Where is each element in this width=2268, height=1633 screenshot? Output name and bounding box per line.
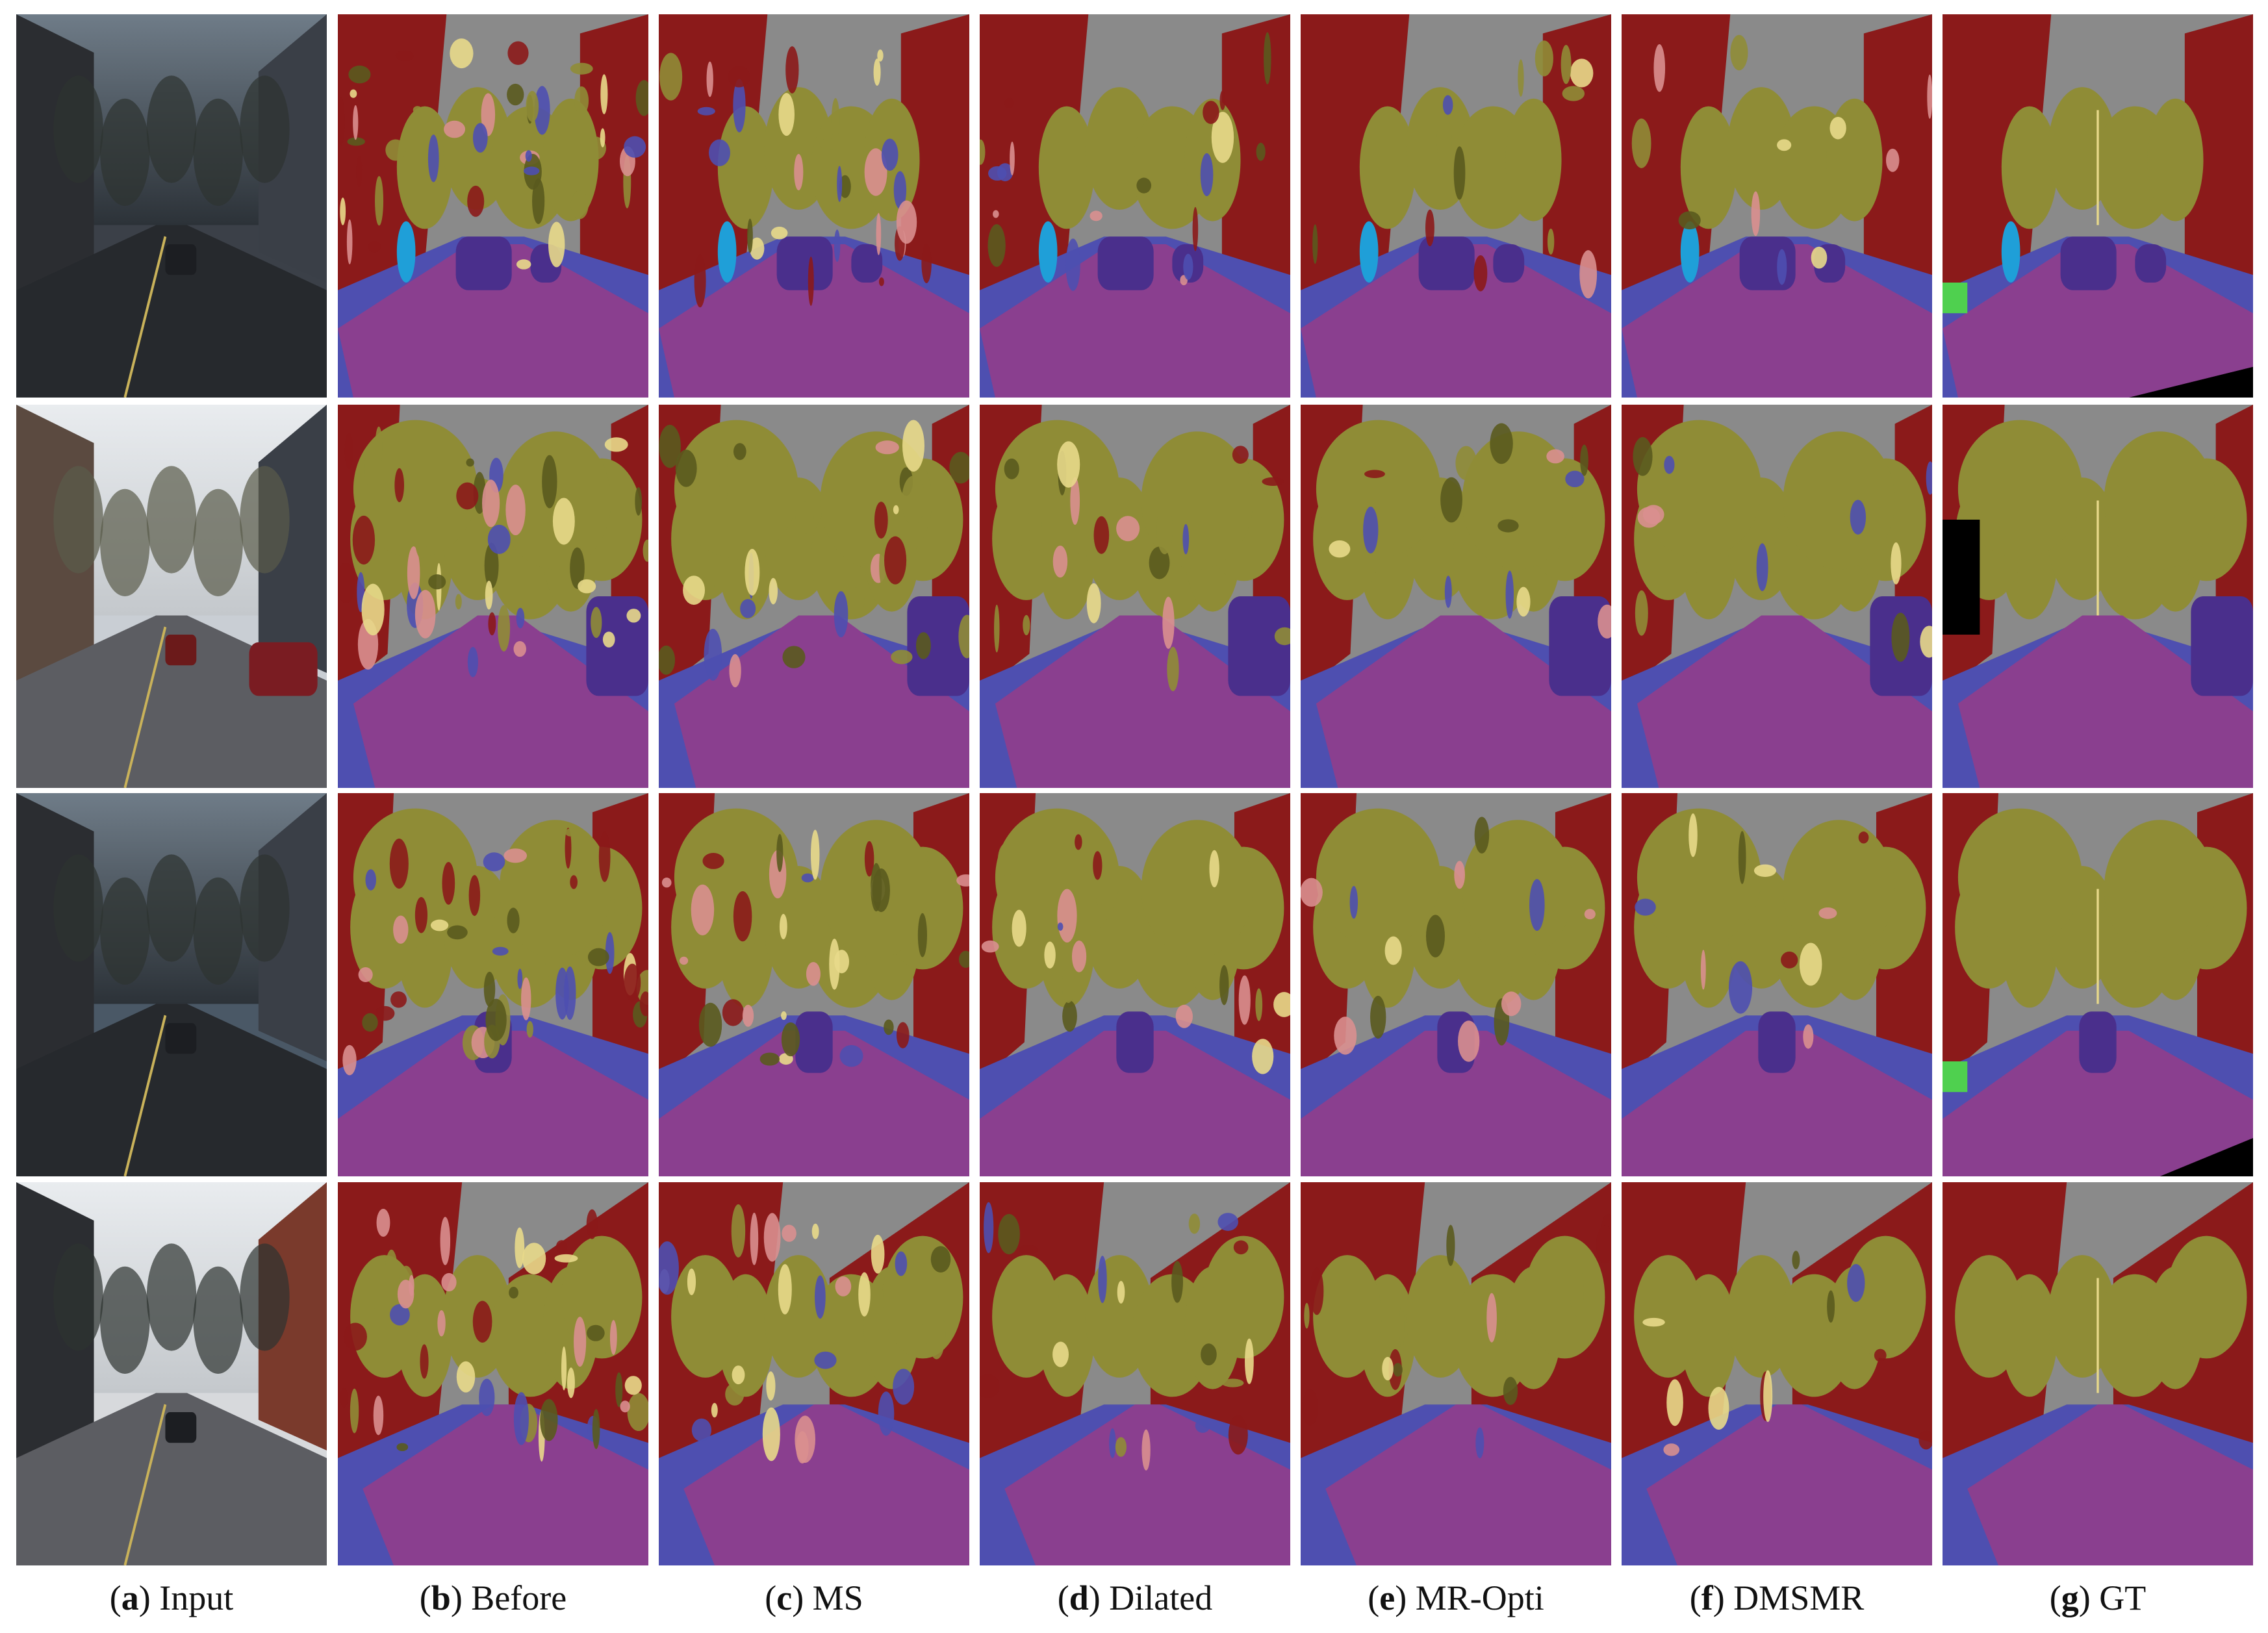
dilated-segmentation-2 (980, 405, 1290, 788)
gt-segmentation-4 (1943, 1182, 2253, 1565)
dmsmr-segmentation-4 (1622, 1182, 1932, 1565)
dmsmr-segmentation-2 (1622, 405, 1932, 788)
before-segmentation-1 (338, 14, 648, 398)
ms-segmentation-1 (659, 14, 969, 398)
caption-before: (b) Before (419, 1578, 567, 1617)
dmsmr-segmentation-3 (1622, 793, 1932, 1176)
caption-label: ) DMSMR (1713, 1578, 1865, 1617)
gt-segmentation-2 (1943, 405, 2253, 788)
caption-label: ) Input (138, 1578, 234, 1617)
gt-segmentation-3 (1943, 793, 2253, 1176)
dilated-segmentation-4 (980, 1182, 1290, 1565)
input-photo-4 (16, 1182, 327, 1565)
caption-letter: a (121, 1578, 139, 1617)
caption-letter: c (776, 1578, 793, 1617)
caption-dmsmr: (f) DMSMR (1689, 1578, 1865, 1617)
caption-label: ) GT (2078, 1578, 2147, 1617)
input-photo-3 (16, 793, 327, 1176)
input-photo-2 (16, 405, 327, 788)
caption-gt: (g) GT (2049, 1578, 2147, 1617)
before-segmentation-2 (338, 405, 648, 788)
dilated-segmentation-3 (980, 793, 1290, 1176)
caption-dilated: (d) Dilated (1057, 1578, 1213, 1617)
before-segmentation-4 (338, 1182, 648, 1565)
ms-segmentation-4 (659, 1182, 969, 1565)
caption-label: ) MS (792, 1578, 863, 1617)
caption-letter: g (2061, 1578, 2079, 1617)
caption-input: (a) Input (109, 1578, 234, 1617)
caption-mropti: (e) MR-Opti (1368, 1578, 1544, 1617)
mropti-segmentation-4 (1301, 1182, 1611, 1565)
mropti-segmentation-1 (1301, 14, 1611, 398)
caption-letter: e (1379, 1578, 1395, 1617)
mropti-segmentation-2 (1301, 405, 1611, 788)
ms-segmentation-2 (659, 405, 969, 788)
dilated-segmentation-1 (980, 14, 1290, 398)
caption-label: ) Before (450, 1578, 567, 1617)
caption-letter: b (431, 1578, 451, 1617)
caption-label: ) MR-Opti (1395, 1578, 1544, 1617)
gt-segmentation-1 (1943, 14, 2253, 398)
before-segmentation-3 (338, 793, 648, 1176)
mropti-segmentation-3 (1301, 793, 1611, 1176)
dmsmr-segmentation-1 (1622, 14, 1932, 398)
caption-letter: f (1701, 1578, 1713, 1617)
ms-segmentation-3 (659, 793, 969, 1176)
caption-label: ) Dilated (1088, 1578, 1213, 1617)
input-photo-1 (16, 14, 327, 398)
caption-letter: d (1069, 1578, 1089, 1617)
caption-ms: (c) MS (765, 1578, 863, 1617)
